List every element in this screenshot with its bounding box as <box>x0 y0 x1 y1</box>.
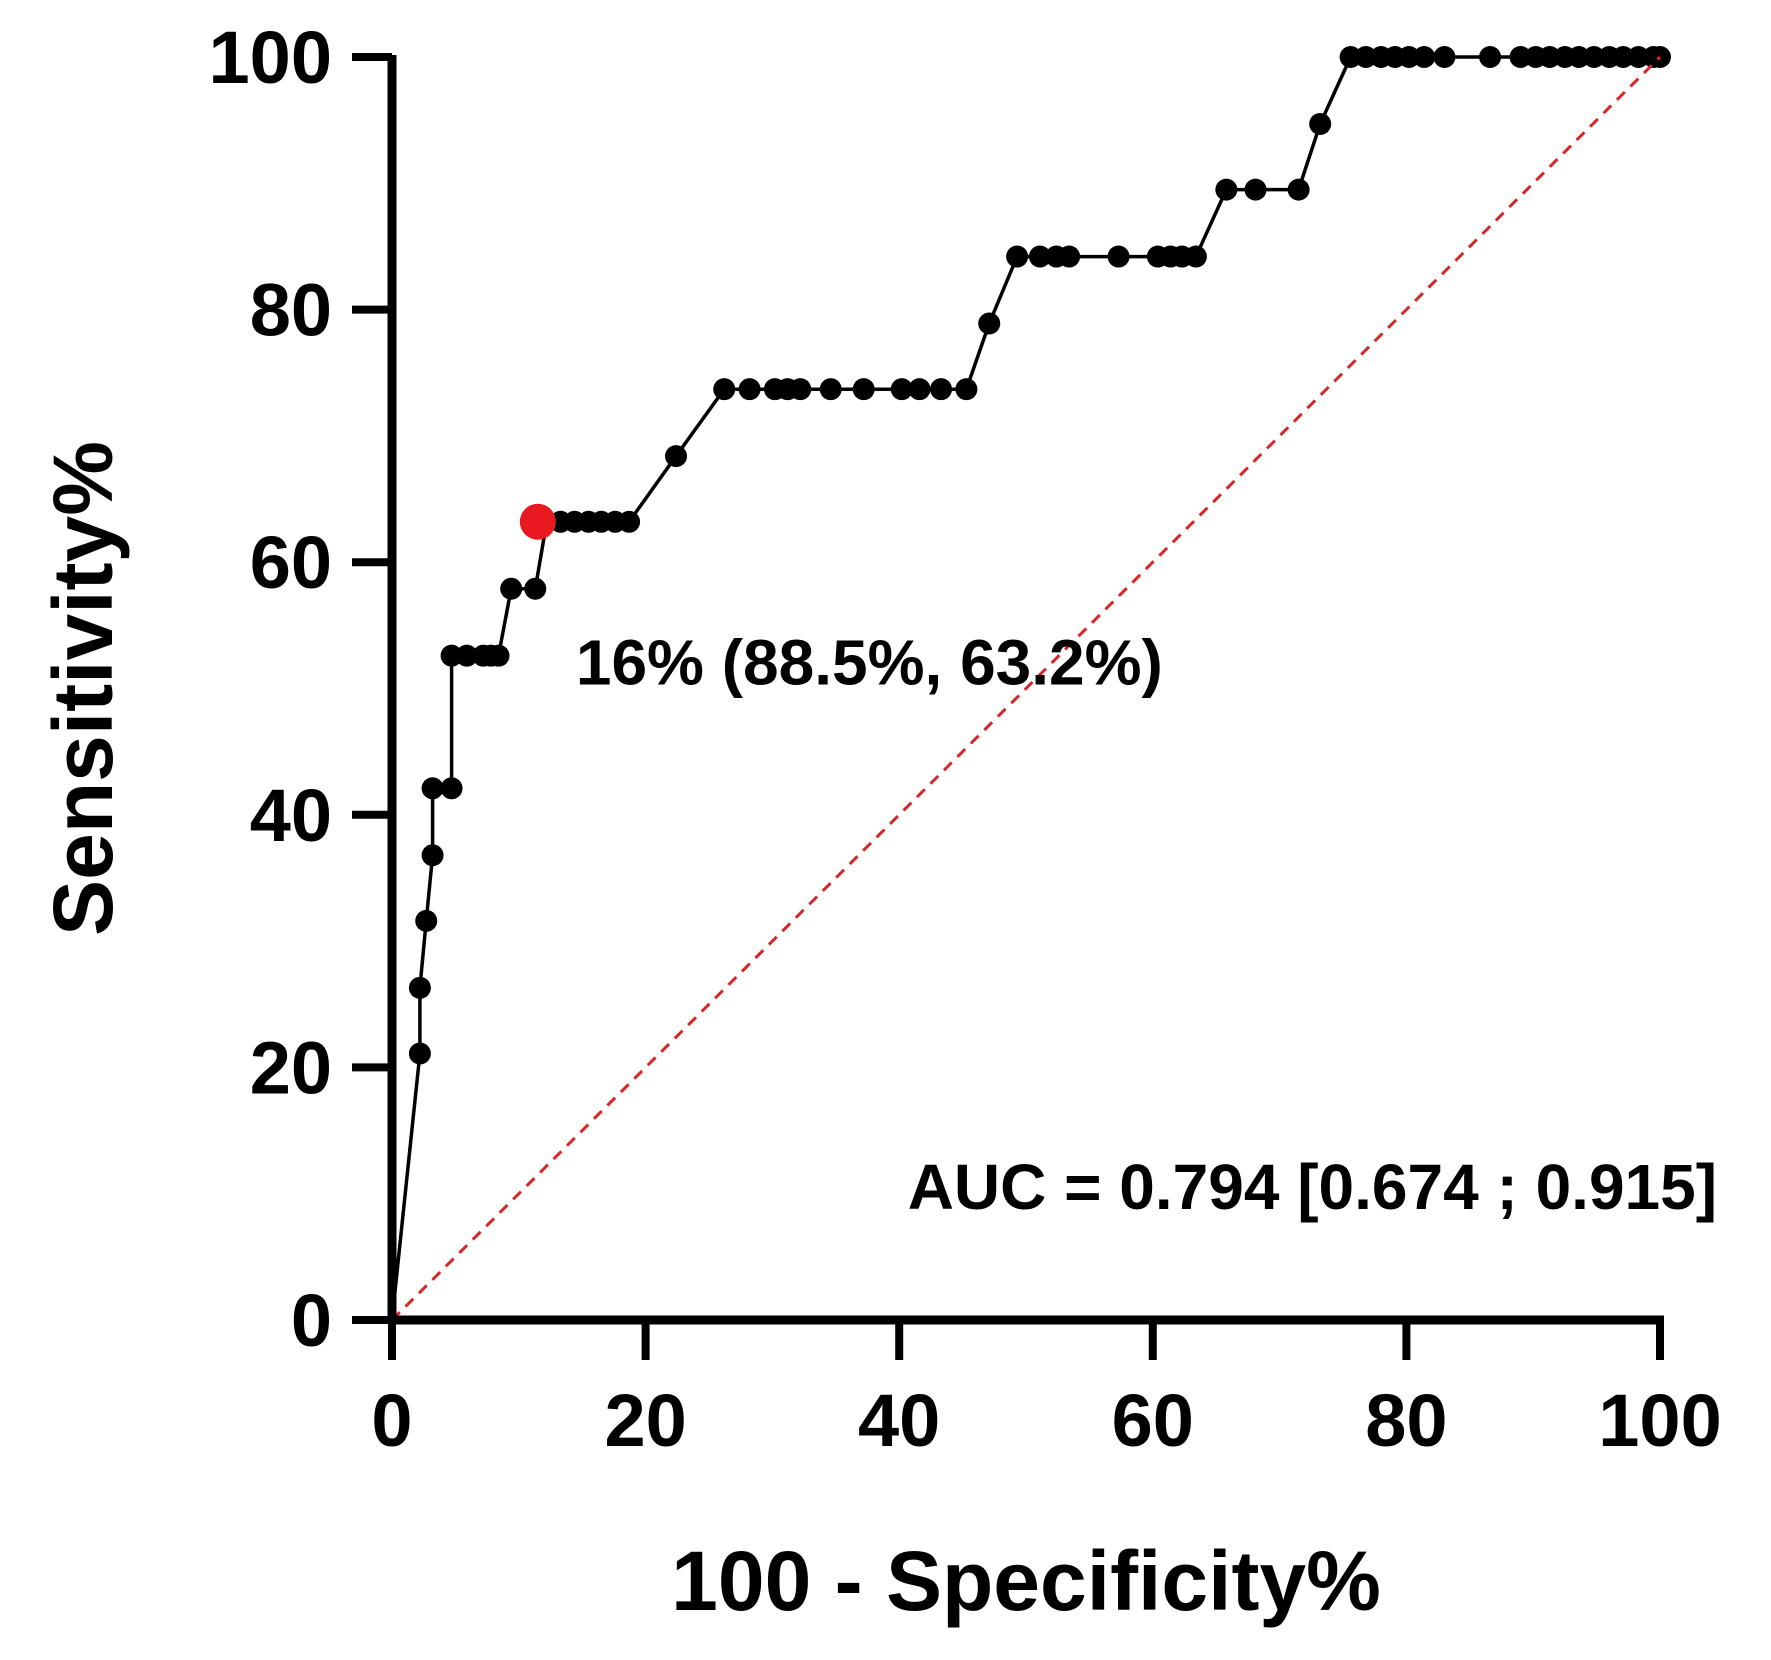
y-tick-label: 80 <box>250 269 332 352</box>
roc-point <box>930 378 953 401</box>
roc-point <box>1413 46 1436 68</box>
reference-line <box>390 55 1662 1322</box>
roc-point <box>1567 46 1590 68</box>
roc-point <box>421 777 444 800</box>
roc-point <box>1538 46 1561 68</box>
x-tick-label: 0 <box>371 1379 412 1462</box>
y-tick-label: 100 <box>209 16 332 99</box>
annotations: 16% (88.5%, 63.2%) AUC = 0.794 [0.674 ; 0… <box>576 627 1717 1223</box>
roc-point <box>908 378 931 401</box>
roc-point <box>789 378 812 401</box>
cutoff-annotation: 16% (88.5%, 63.2%) <box>576 627 1163 699</box>
roc-point <box>1006 245 1029 268</box>
y-tick-label: 40 <box>250 774 332 857</box>
roc-point <box>1244 178 1267 201</box>
roc-point <box>440 644 463 667</box>
y-tick-label: 20 <box>250 1026 332 1109</box>
y-axis-title: Sensitivity% <box>36 441 130 936</box>
x-tick-label: 20 <box>604 1379 686 1462</box>
roc-point <box>1339 46 1362 68</box>
roc-point <box>524 577 547 600</box>
roc-point <box>1309 112 1332 135</box>
roc-point <box>955 378 978 401</box>
roc-point <box>1058 245 1081 268</box>
x-tick-label: 60 <box>1112 1379 1194 1462</box>
roc-point <box>738 378 761 401</box>
roc-point <box>1184 245 1207 268</box>
plot-area <box>390 46 1671 1322</box>
x-tick-label: 100 <box>1598 1379 1721 1462</box>
roc-point <box>819 378 842 401</box>
roc-point <box>978 312 1001 335</box>
axes: 0 20 40 60 80 100 0 20 40 60 80 100 <box>209 16 1722 1462</box>
roc-point <box>1107 245 1130 268</box>
roc-point <box>421 844 444 867</box>
roc-point <box>1627 46 1650 68</box>
auc-annotation: AUC = 0.794 [0.674 ; 0.915] <box>908 1151 1717 1223</box>
roc-point <box>890 378 913 401</box>
roc-point <box>455 644 478 667</box>
roc-point <box>408 1042 431 1065</box>
x-tick-label: 40 <box>858 1379 940 1462</box>
roc-point <box>1479 46 1502 68</box>
roc-point <box>500 577 523 600</box>
roc-point <box>1287 178 1310 201</box>
roc-point <box>1612 46 1635 68</box>
roc-point <box>665 445 688 468</box>
x-tick-label: 80 <box>1365 1379 1447 1462</box>
x-axis-title: 100 - Specificity% <box>671 1534 1381 1628</box>
roc-point <box>618 510 641 533</box>
roc-point <box>1509 46 1532 68</box>
y-tick-label: 0 <box>291 1279 332 1362</box>
roc-point <box>852 378 875 401</box>
roc-point <box>1649 46 1671 68</box>
roc-point <box>1354 46 1377 68</box>
roc-point <box>1397 46 1420 68</box>
roc-point <box>408 976 431 999</box>
roc-point <box>440 777 463 800</box>
roc-point <box>1433 46 1456 68</box>
roc-point <box>713 378 736 401</box>
roc-point <box>487 644 510 667</box>
roc-point <box>1583 46 1606 68</box>
roc-point <box>415 909 438 932</box>
cutoff-point <box>519 503 556 540</box>
y-tick-label: 60 <box>250 521 332 604</box>
roc-point <box>1028 245 1051 268</box>
roc-point <box>1215 178 1238 201</box>
